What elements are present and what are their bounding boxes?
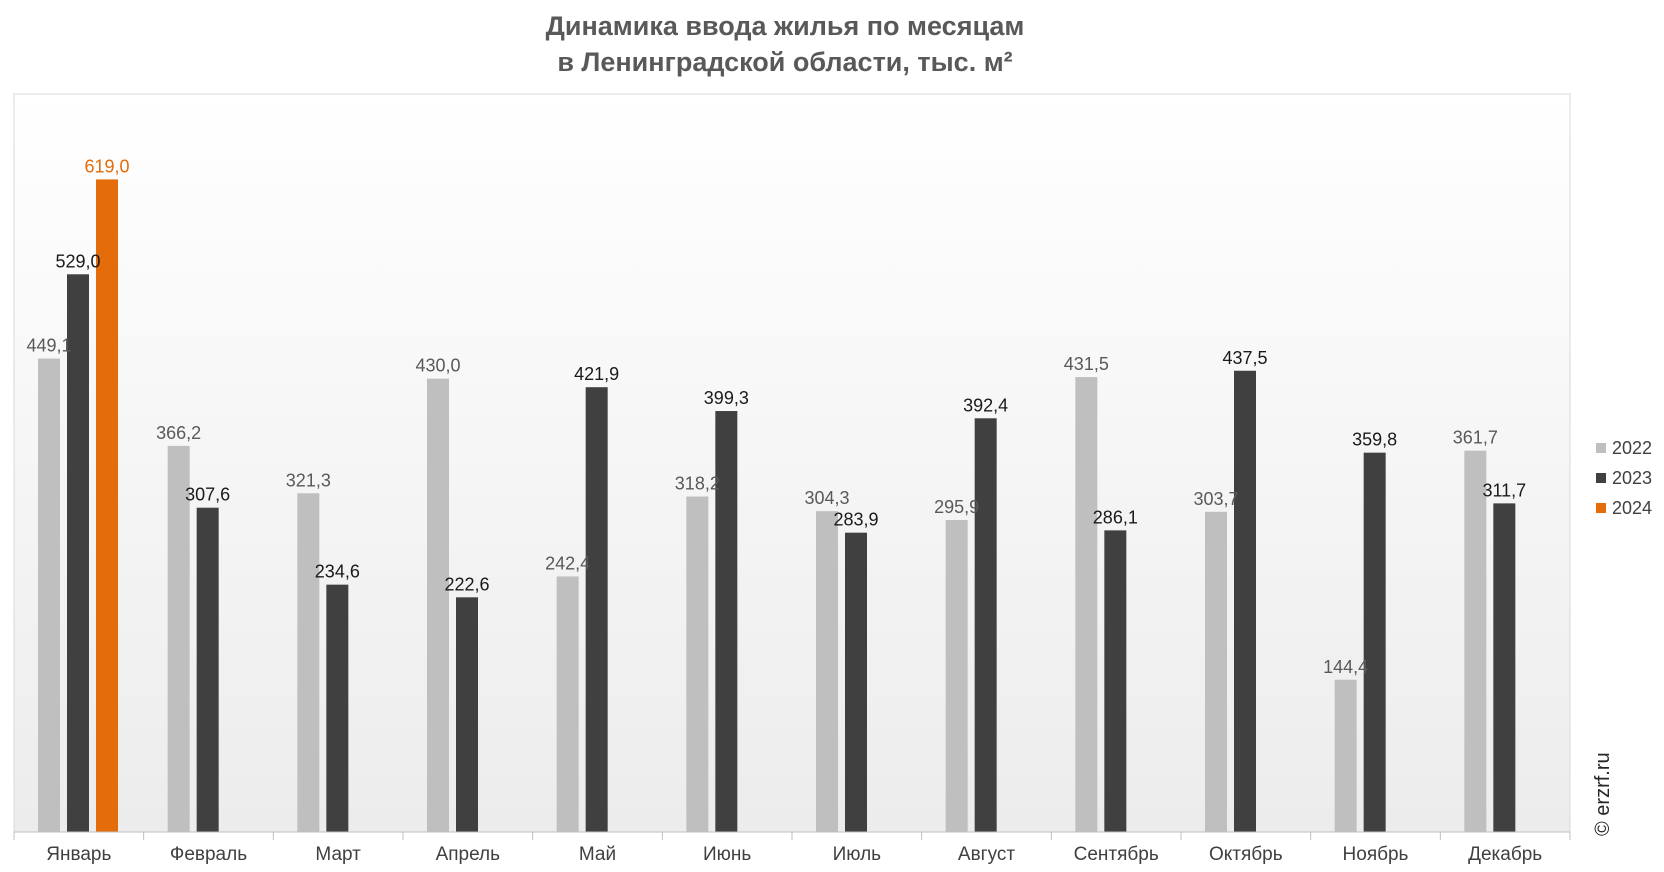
- x-tick-label: Июль: [833, 844, 882, 865]
- x-tick-label: Октябрь: [1209, 844, 1283, 865]
- data-label-2022: 366,2: [156, 423, 201, 443]
- bar-2022: [816, 511, 838, 832]
- x-tick-label: Май: [579, 844, 616, 865]
- legend-swatch-2022: [1596, 443, 1606, 453]
- bar-2023: [1363, 452, 1386, 832]
- bar-2022: [1334, 679, 1357, 832]
- data-label-2022: 321,3: [286, 470, 331, 490]
- data-label-2023: 283,9: [833, 510, 878, 530]
- data-label-2023: 421,9: [574, 364, 619, 384]
- chart-title: Динамика ввода жилья по месяцам в Ленинг…: [0, 8, 1570, 80]
- legend-label-2024: 2024: [1612, 497, 1653, 518]
- x-tick-label: Август: [958, 844, 1015, 865]
- data-label-2022: 449,1: [26, 336, 71, 356]
- x-tick-label: Июнь: [703, 844, 751, 865]
- bar-2023: [845, 532, 867, 832]
- bar-2023: [1493, 503, 1516, 832]
- legend-label-2023: 2023: [1612, 467, 1653, 488]
- x-tick-label: Март: [315, 844, 361, 865]
- chart-title-line-1: Динамика ввода жилья по месяцам: [545, 11, 1025, 41]
- watermark-text: © erzrf.ru: [1592, 752, 1614, 836]
- bar-2022: [427, 378, 449, 832]
- legend-swatch-2023: [1596, 473, 1606, 483]
- data-label-2023: 437,5: [1222, 348, 1267, 368]
- data-label-2023: 359,8: [1352, 430, 1397, 450]
- bar-2022: [1464, 450, 1487, 832]
- data-label-2022: 304,3: [804, 488, 849, 508]
- bar-2023: [456, 597, 478, 832]
- bar-2022: [556, 576, 579, 832]
- bar-2023: [67, 274, 89, 833]
- bar-2023: [1104, 530, 1127, 832]
- bar-2023: [326, 584, 349, 832]
- data-label-2022: 430,0: [415, 356, 460, 376]
- bar-2024: [96, 179, 118, 832]
- data-label-2022: 242,4: [545, 553, 590, 573]
- x-tick-label: Февраль: [170, 844, 247, 865]
- x-tick-label: Сентябрь: [1074, 844, 1159, 865]
- bar-2022: [1075, 377, 1098, 832]
- data-label-2023: 399,3: [704, 388, 749, 408]
- data-label-2022: 431,5: [1064, 354, 1109, 374]
- data-label-2023: 529,0: [55, 251, 100, 271]
- bar-2022: [38, 358, 60, 832]
- bar-2022: [686, 496, 709, 832]
- bar-2022: [297, 493, 320, 832]
- legend-item-2024[interactable]: 2024: [1596, 493, 1652, 523]
- bar-2022: [945, 520, 968, 832]
- x-tick-label: Апрель: [436, 844, 501, 865]
- legend-item-2023[interactable]: 2023: [1596, 463, 1652, 493]
- bar-2022: [1205, 511, 1227, 832]
- data-label-2022: 303,7: [1193, 489, 1238, 509]
- bar-2023: [715, 411, 738, 832]
- bar-2023: [974, 418, 997, 832]
- chart-title-line-2: в Ленинградской области, тыс. м²: [557, 47, 1013, 77]
- legend-swatch-2024: [1596, 503, 1606, 513]
- x-tick-label: Ноябрь: [1343, 844, 1409, 865]
- data-label-2023: 286,1: [1093, 507, 1138, 527]
- data-label-2023: 234,6: [315, 562, 360, 582]
- legend-item-2022[interactable]: 2022: [1596, 433, 1652, 463]
- data-label-2022: 144,4: [1323, 657, 1368, 677]
- x-tick-label: Декабрь: [1468, 844, 1542, 865]
- bar-2023: [585, 387, 608, 832]
- bar-2023: [196, 507, 219, 832]
- plot-area: [13, 93, 1571, 833]
- data-label-2023: 311,7: [1482, 480, 1526, 500]
- x-tick-label: Январь: [46, 844, 111, 865]
- chart-legend: 2022 2023 2024: [1596, 433, 1652, 523]
- bar-2023: [1234, 370, 1256, 832]
- bar-2022: [167, 445, 190, 832]
- data-label-2022: 318,2: [675, 474, 720, 494]
- data-label-2023: 307,6: [185, 485, 230, 505]
- data-label-2022: 361,7: [1453, 428, 1498, 448]
- data-label-2023: 222,6: [444, 574, 489, 594]
- data-label-2024: 619,0: [84, 156, 129, 176]
- legend-label-2022: 2022: [1612, 437, 1653, 458]
- data-label-2023: 392,4: [963, 395, 1008, 415]
- data-label-2022: 295,9: [934, 497, 979, 517]
